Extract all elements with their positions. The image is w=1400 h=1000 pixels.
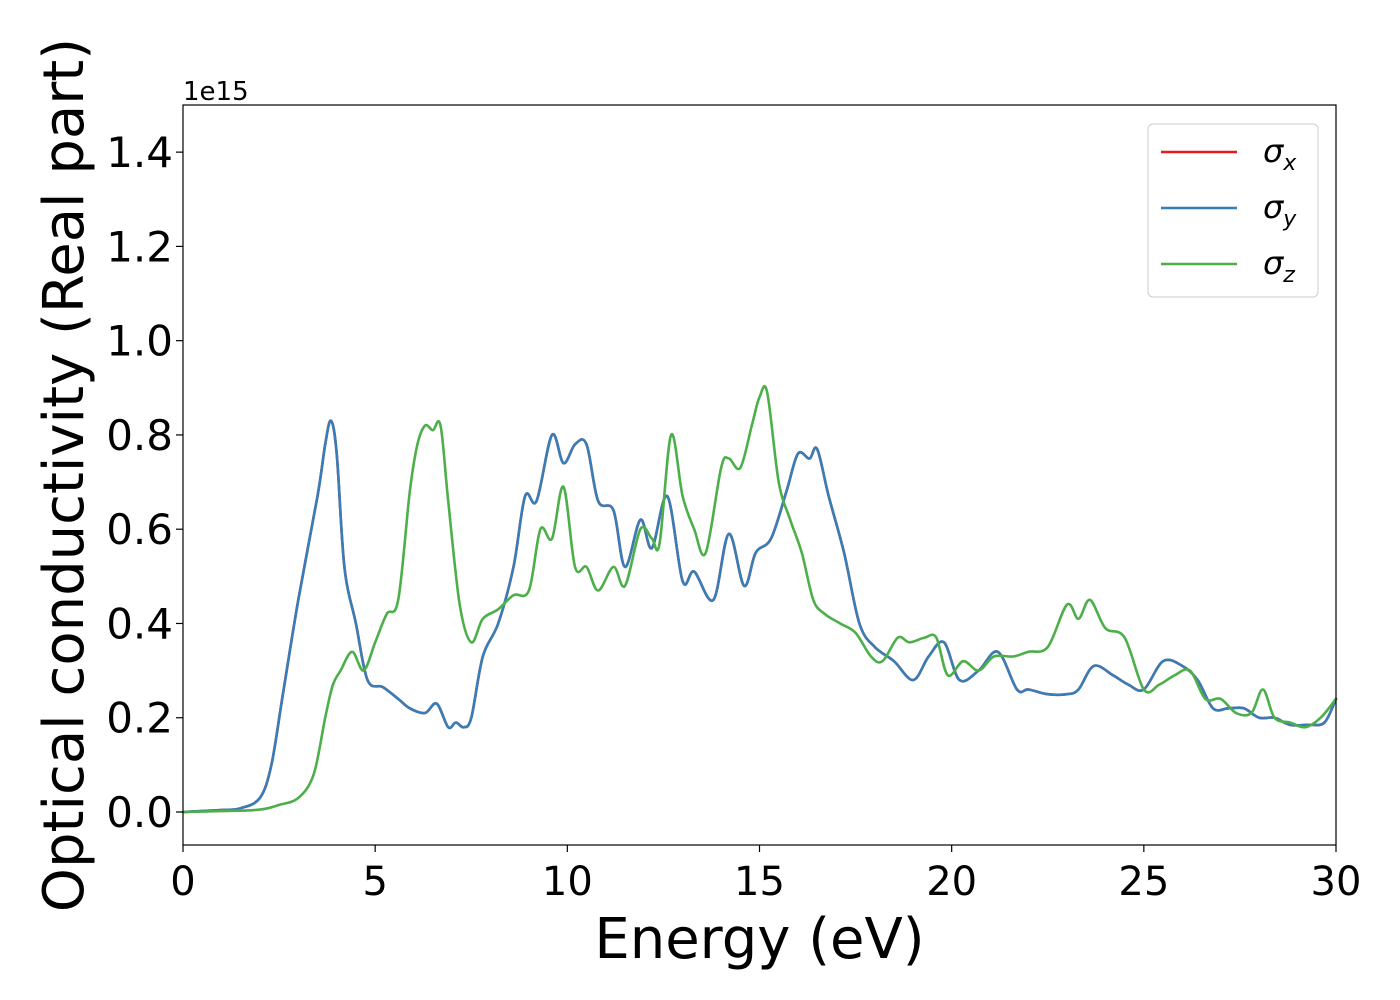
- x-tick-label: 20: [926, 859, 977, 905]
- y-tick-label: 0.8: [106, 411, 173, 460]
- y-tick-label: 0.2: [106, 694, 173, 743]
- legend-item-y: σy: [1161, 188, 1297, 232]
- x-tick-label: 25: [1118, 859, 1169, 905]
- x-tick-label: 15: [734, 859, 785, 905]
- y-tick-label: 1.2: [106, 222, 173, 271]
- legend-symbol: σ: [1263, 188, 1285, 226]
- y-tick-label: 0.6: [106, 505, 173, 554]
- legend-subscript: z: [1282, 263, 1295, 288]
- series-line-z: [181, 385, 1338, 814]
- legend-item-z: σz: [1161, 244, 1295, 288]
- y-tick-label: 0.4: [106, 599, 173, 648]
- y-offset-text: 1e15: [183, 77, 249, 107]
- legend-subscript: y: [1282, 207, 1297, 232]
- x-tick-label: 10: [542, 859, 593, 905]
- series-layer: [181, 385, 1338, 814]
- legend-label-z: σz: [1263, 244, 1295, 288]
- y-axis-ticks: 0.0 0.2 0.4 0.6 0.8 1.0 1.2 1.4: [106, 128, 183, 837]
- y-axis-label: Optical conductivity (Real part): [32, 38, 97, 912]
- x-tick-label: 30: [1311, 859, 1362, 905]
- x-axis-label: Energy (eV): [594, 907, 924, 972]
- legend-subscript: x: [1282, 151, 1297, 176]
- y-tick-label: 0.0: [106, 788, 173, 837]
- legend-label-x: σx: [1263, 132, 1297, 176]
- x-axis-ticks: 0 5 10 15 20 25 30: [170, 845, 1361, 905]
- legend-label-y: σy: [1263, 188, 1297, 232]
- y-tick-label: 1.4: [106, 128, 173, 177]
- legend-symbol: σ: [1263, 132, 1285, 170]
- y-tick-label: 1.0: [106, 317, 173, 366]
- axes-layer: 0 5 10 15 20 25 30 0.0 0.2 0.4 0.6 0.8 1.0 1.2 1.4 1e…: [32, 38, 1361, 972]
- x-tick-label: 5: [362, 859, 387, 905]
- legend-frame: [1147, 123, 1319, 298]
- legend-item-x: σx: [1161, 132, 1297, 176]
- legend-symbol: σ: [1263, 244, 1285, 282]
- x-tick-label: 0: [170, 859, 195, 905]
